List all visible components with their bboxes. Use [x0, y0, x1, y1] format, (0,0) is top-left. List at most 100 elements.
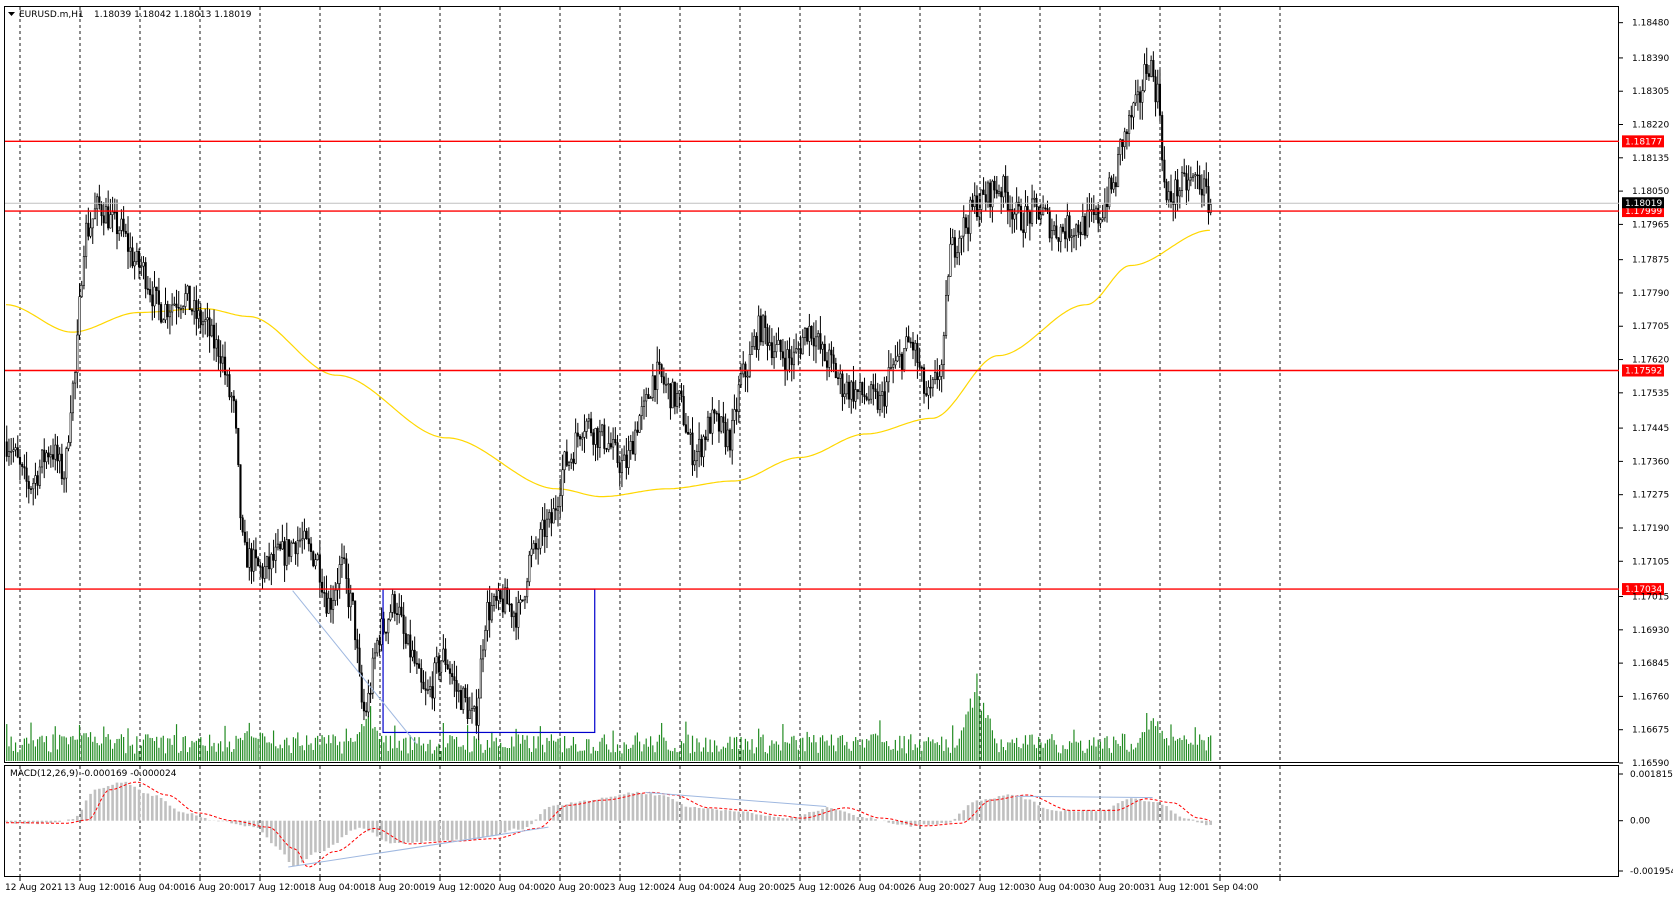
candle-body [1203, 178, 1206, 196]
candle-body [281, 541, 284, 550]
candle-body [709, 416, 712, 434]
trendline [292, 590, 417, 744]
candle-body [1194, 174, 1197, 177]
candle-body [80, 284, 83, 297]
macd-tick-label: 0.001815 [1630, 770, 1673, 780]
candle-body [146, 288, 149, 291]
candle-body [23, 466, 26, 469]
candle-body [523, 596, 526, 601]
candle-body [519, 599, 522, 603]
candle-body [265, 556, 268, 567]
candle-body [455, 680, 458, 692]
candle-body [184, 293, 187, 307]
candle-body [451, 673, 454, 678]
time-tick-label: 26 Aug 04:00 [844, 883, 905, 893]
candle-body [131, 247, 134, 267]
candle-body [290, 542, 293, 557]
candle-body [301, 538, 304, 541]
candle-body [212, 324, 216, 349]
candle-body [243, 531, 246, 543]
candle-body [82, 256, 85, 286]
candle-body [980, 189, 983, 210]
candle-body [481, 649, 485, 660]
candle-body [638, 415, 641, 433]
ohlc-values: 1.18039 1.18042 1.18013 1.18019 [94, 10, 252, 20]
candle-body [462, 687, 465, 710]
candle-body [664, 383, 668, 386]
candle-body [475, 706, 478, 726]
candle-body [422, 681, 425, 690]
candle-body [865, 396, 868, 400]
candle-body [1101, 217, 1104, 221]
candle-body [1145, 64, 1148, 74]
candle-body [810, 325, 813, 339]
time-tick-label: 18 Aug 20:00 [364, 883, 425, 893]
candle-body [698, 438, 701, 453]
candle-body [1055, 225, 1058, 239]
candle-body [270, 553, 273, 570]
candle-body [854, 389, 857, 402]
candle-body [199, 310, 202, 326]
candle-body [750, 346, 754, 355]
price-pane[interactable]: 1.18177 1.17999 1.17592 1.17034 1.18019 [4, 6, 1665, 764]
candle-body [997, 191, 1001, 194]
candle-body [177, 307, 180, 309]
candle-body [1086, 210, 1089, 236]
candle-body [903, 348, 906, 371]
triangle-down-icon[interactable] [8, 12, 15, 16]
candle-body [748, 354, 751, 377]
candle-body [365, 710, 368, 713]
macd-header: MACD(12,26,9) -0.000169 -0.000024 [10, 769, 177, 779]
candle-body [803, 327, 807, 338]
candle-body [272, 553, 275, 561]
candle-body [559, 495, 562, 507]
candle-body [969, 199, 972, 234]
candle-body [548, 512, 551, 520]
price-levels[interactable]: 1.18177 1.17999 1.17592 1.17034 1.18019 [5, 135, 1664, 596]
candle-body [726, 429, 729, 448]
candle-body [784, 357, 787, 371]
candle-body [1072, 235, 1076, 237]
candle-body [98, 196, 101, 206]
candle-body [1077, 224, 1080, 233]
candle-body [843, 393, 846, 398]
candle-body [14, 447, 17, 451]
candle-body [1024, 206, 1027, 233]
candle-body [728, 429, 732, 451]
candle-body [581, 436, 584, 440]
candle-body [634, 429, 637, 455]
candle-body [552, 508, 555, 524]
candle-body [1017, 201, 1020, 207]
candle-body [786, 349, 789, 371]
candle-body [338, 564, 341, 584]
candle-body [1061, 226, 1064, 232]
candle-body [702, 436, 705, 458]
candle-body [166, 304, 169, 318]
price-level-label: 1.17999 [1625, 207, 1662, 217]
candle-body [711, 409, 714, 434]
candle-body [678, 390, 681, 394]
candle-body [459, 690, 463, 710]
candle-body [649, 397, 652, 399]
candle-body [248, 548, 251, 568]
candle-body [960, 235, 963, 239]
candle-body [700, 438, 703, 458]
candle-body [173, 303, 176, 306]
candle-body [806, 327, 809, 342]
candle-body [113, 211, 116, 214]
candle-body [989, 182, 992, 208]
candle-body [140, 265, 143, 268]
candle-body [645, 394, 648, 402]
candle-body [1064, 231, 1067, 240]
candle-body [1183, 172, 1186, 175]
macd-pane[interactable] [4, 765, 1619, 878]
candle-body [157, 290, 160, 305]
candle-body [1117, 154, 1120, 188]
candle-body [343, 557, 346, 560]
candle-body [975, 195, 979, 217]
candle-body [32, 483, 35, 490]
candle-body [942, 335, 945, 365]
candle-body [1006, 191, 1009, 211]
candle-body [325, 592, 328, 614]
